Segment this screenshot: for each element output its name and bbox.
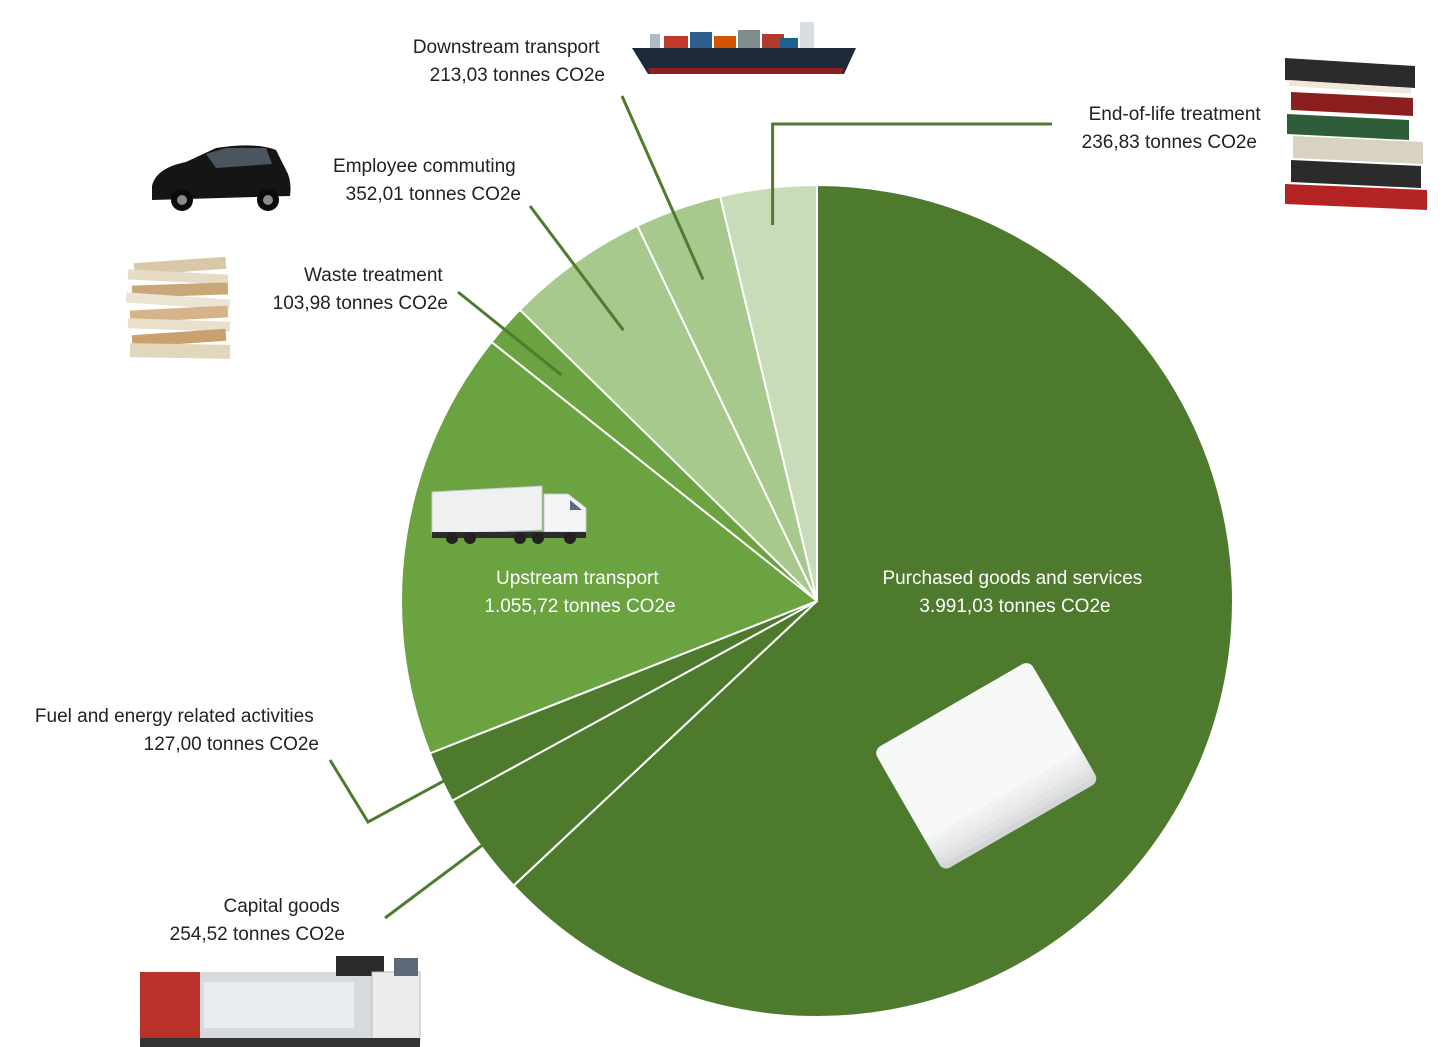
label-fuel-energy-name: Fuel and energy related activities bbox=[35, 706, 314, 727]
printer-icon bbox=[140, 956, 421, 1047]
label-end-of-life-treatment: End-of-life treatment 236,83 tonnes CO2e bbox=[1082, 104, 1266, 153]
leader-line-capital-goods bbox=[384, 795, 549, 920]
label-downstream-transport-name: Downstream transport bbox=[413, 37, 601, 58]
slice-end-of-life-treatment bbox=[719, 184, 818, 602]
leader-line-employee-commuting bbox=[528, 205, 625, 332]
slice-employee-commuting bbox=[518, 224, 818, 602]
leader-line-waste-treatment bbox=[457, 290, 563, 377]
truck-icon bbox=[431, 485, 587, 544]
label-employee-commuting-name: Employee commuting bbox=[333, 156, 516, 177]
label-employee-commuting-value: 352,01 tonnes CO2e bbox=[346, 184, 521, 205]
label-downstream-transport-value: 213,03 tonnes CO2e bbox=[430, 65, 605, 86]
label-upstream-transport-value: 1.055,72 tonnes CO2e bbox=[484, 596, 675, 617]
label-fuel-energy: Fuel and energy related activities 127,0… bbox=[35, 706, 319, 755]
slice-upstream-transport bbox=[400, 340, 818, 755]
leader-line-fuel-and-energy-related-activities bbox=[328, 740, 517, 824]
paper-stack-icon bbox=[125, 256, 231, 359]
label-waste-treatment-name: Waste treatment bbox=[304, 265, 443, 286]
car-icon bbox=[152, 145, 291, 211]
books-icon bbox=[1285, 58, 1427, 210]
pie-slices bbox=[400, 184, 1234, 1018]
cards-icon bbox=[876, 663, 1097, 869]
label-purchased-goods-name: Purchased goods and services bbox=[882, 568, 1142, 589]
label-purchased-goods: Purchased goods and services 3.991,03 to… bbox=[882, 568, 1147, 617]
cargo-ship-icon bbox=[632, 22, 856, 74]
label-capital-goods: Capital goods 254,52 tonnes CO2e bbox=[170, 896, 345, 945]
label-fuel-energy-value: 127,00 tonnes CO2e bbox=[144, 734, 319, 755]
label-upstream-transport-name: Upstream transport bbox=[496, 568, 659, 589]
label-end-of-life-value: 236,83 tonnes CO2e bbox=[1082, 132, 1257, 153]
label-capital-goods-value: 254,52 tonnes CO2e bbox=[170, 924, 345, 945]
label-upstream-transport: Upstream transport 1.055,72 tonnes CO2e bbox=[484, 568, 675, 617]
label-waste-treatment-value: 103,98 tonnes CO2e bbox=[273, 293, 448, 314]
label-employee-commuting: Employee commuting 352,01 tonnes CO2e bbox=[333, 156, 521, 205]
label-waste-treatment: Waste treatment 103,98 tonnes CO2e bbox=[273, 265, 448, 314]
leader-line-downstream-transport bbox=[620, 95, 705, 281]
label-purchased-goods-value: 3.991,03 tonnes CO2e bbox=[919, 596, 1110, 617]
label-end-of-life-name: End-of-life treatment bbox=[1089, 104, 1262, 125]
label-downstream-transport: Downstream transport 213,03 tonnes CO2e bbox=[413, 37, 605, 86]
leader-line-end-of-life-treatment bbox=[771, 122, 1052, 225]
leader-lines bbox=[328, 95, 1052, 920]
slice-purchased-goods-and-services bbox=[512, 184, 1234, 1018]
label-capital-goods-name: Capital goods bbox=[224, 896, 340, 917]
